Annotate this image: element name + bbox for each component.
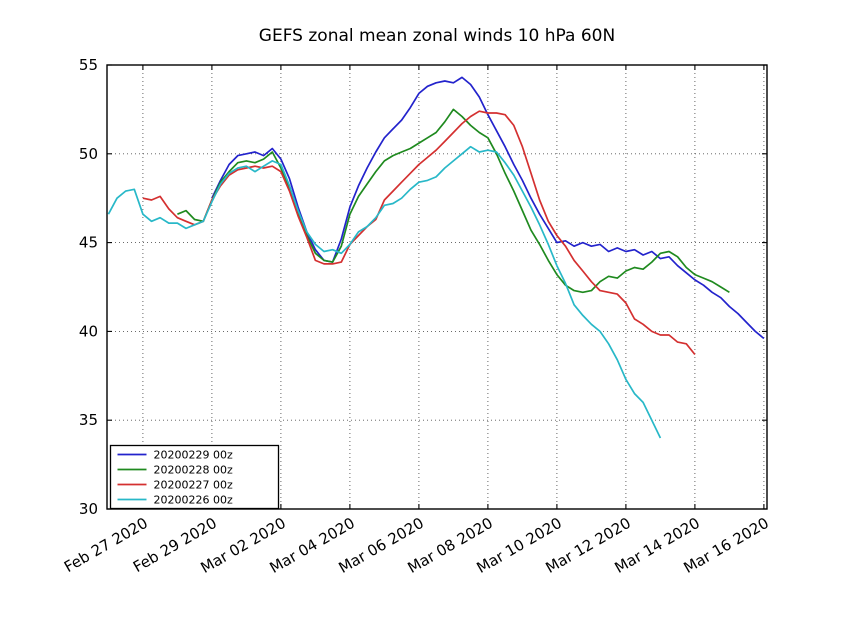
series-line-20200227-00z	[142, 110, 696, 356]
y-tick-label: 50	[79, 145, 98, 163]
legend-item: 20200227 00z	[117, 479, 233, 492]
legend-item-label: 20200227 00z	[154, 479, 233, 492]
legend-item-label: 20200228 00z	[154, 464, 233, 477]
legend-box	[109, 444, 280, 510]
y-tick-label: 45	[79, 234, 98, 252]
legend: 20200229 00z 20200228 00z 20200227 00z 2020…	[109, 444, 280, 510]
series-line-20200226-00z	[107, 145, 662, 439]
y-tick-label: 40	[79, 322, 98, 340]
plot-frame	[106, 64, 768, 510]
legend-item-label: 20200226 00z	[154, 494, 233, 507]
legend-item: 20200226 00z	[117, 494, 233, 507]
legend-item: 20200228 00z	[117, 464, 233, 477]
legend-item-label: 20200229 00z	[154, 449, 233, 462]
series-line-20200228-00z	[177, 108, 730, 294]
legend-item: 20200229 00z	[117, 449, 233, 462]
y-tick-label: 55	[79, 56, 98, 74]
y-tick-label: 35	[79, 411, 98, 429]
y-tick-label: 30	[79, 500, 98, 518]
chart-title: GEFS zonal mean zonal winds 10 hPa 60N	[258, 26, 616, 46]
